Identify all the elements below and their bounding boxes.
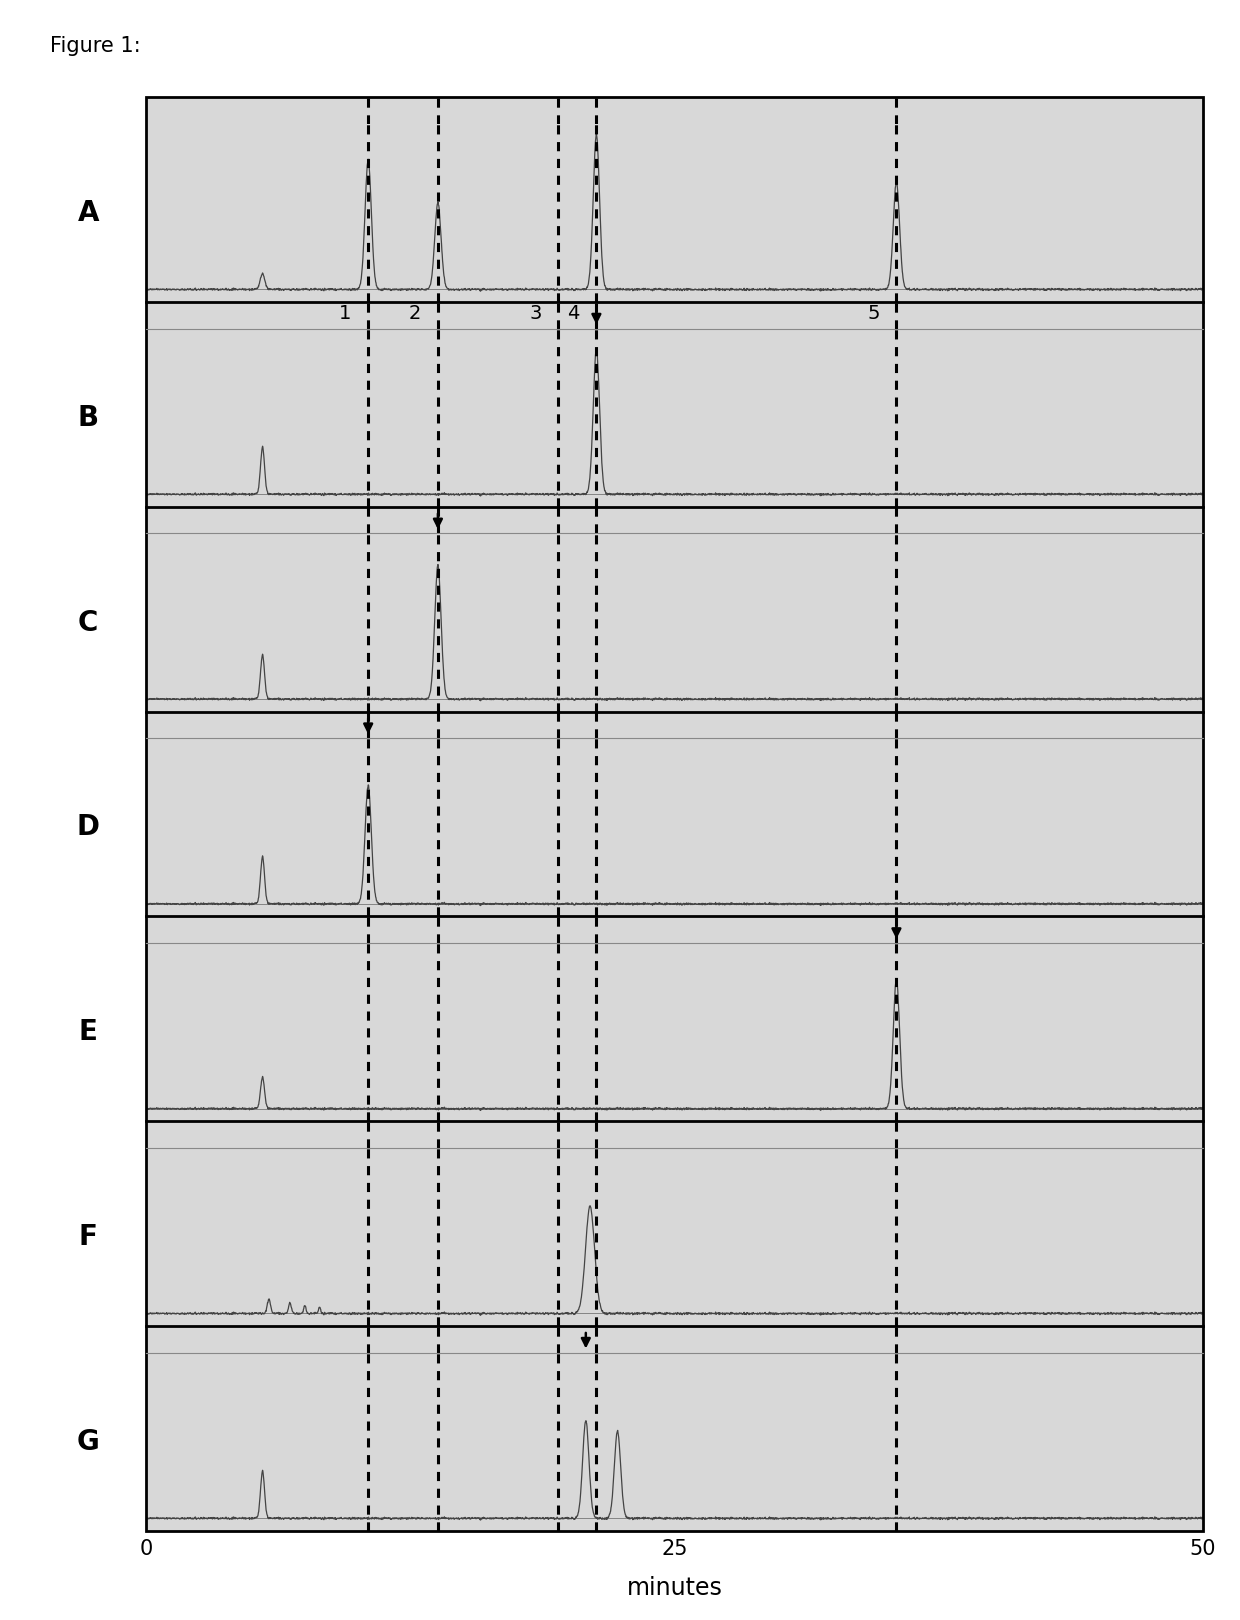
Text: 4: 4 [567, 305, 579, 324]
Text: Figure 1:: Figure 1: [50, 36, 140, 55]
Text: 3: 3 [529, 305, 542, 324]
Text: G: G [77, 1427, 99, 1456]
Text: 1: 1 [339, 305, 351, 324]
Text: C: C [78, 609, 98, 637]
Text: 5: 5 [867, 305, 879, 324]
Text: 2: 2 [409, 305, 422, 324]
X-axis label: minutes: minutes [626, 1576, 723, 1601]
Text: A: A [77, 199, 99, 227]
Text: D: D [77, 813, 99, 841]
Text: B: B [78, 403, 99, 433]
Text: F: F [79, 1223, 98, 1251]
Text: E: E [79, 1019, 98, 1047]
